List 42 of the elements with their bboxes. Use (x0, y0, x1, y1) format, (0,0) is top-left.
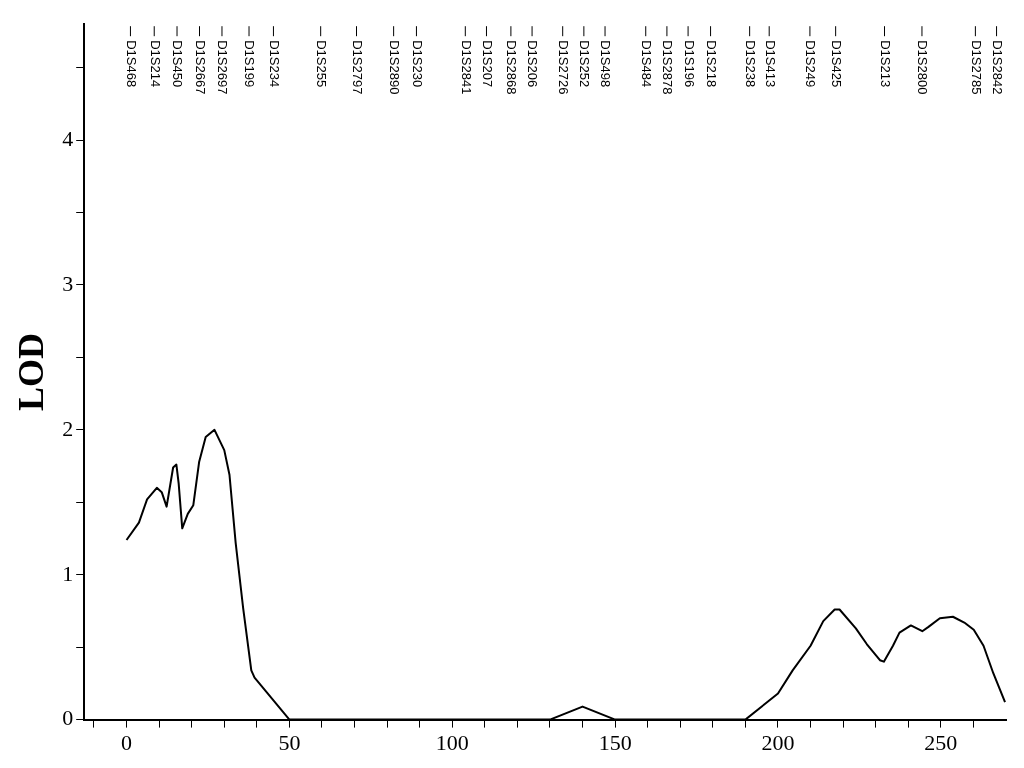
ref-line-label: D1S255 (314, 40, 330, 88)
y-tick-label: 2 (62, 415, 74, 441)
ref-line-label: D1S213 (877, 40, 893, 88)
ref-line-label: D1S2890 (387, 40, 403, 95)
y-tick-label: 3 (62, 270, 74, 296)
ref-line-label: D1S2800 (915, 40, 931, 95)
y-tick-label: 1 (62, 560, 74, 586)
x-tick-label: 200 (761, 729, 795, 755)
ref-line-label: D1S2726 (556, 40, 572, 95)
ref-line-label: D1S252 (577, 40, 593, 88)
x-tick-label: 250 (924, 729, 958, 755)
ref-line-label: D1S249 (803, 40, 819, 88)
ref-line-label: D1S199 (242, 40, 258, 88)
ref-line-label: D1S498 (598, 40, 614, 88)
ref-line-label: D1S207 (479, 40, 495, 88)
ref-line-label: D1S413 (762, 40, 778, 88)
ref-line-label: D1S2697 (215, 40, 231, 95)
ref-line-label: D1S2842 (989, 40, 1005, 95)
y-tick-label: 0 (62, 705, 74, 731)
x-tick-label: 50 (278, 729, 301, 755)
ref-line-label: D1S484 (639, 40, 655, 88)
ref-line-label: D1S2785 (968, 40, 984, 95)
ref-line-label: D1S2841 (458, 40, 474, 95)
ref-line-label: D1S2878 (660, 40, 676, 95)
ref-line-label: D1S218 (703, 40, 719, 88)
ref-line-label: D1S2868 (504, 40, 520, 95)
x-tick-label: 0 (121, 729, 133, 755)
y-tick-label: 4 (62, 125, 74, 151)
ref-line-label: D1S230 (409, 40, 425, 88)
x-tick-label: 150 (598, 729, 632, 755)
ref-line-label: D1S468 (123, 40, 139, 88)
ref-line-label: D1S238 (743, 40, 759, 88)
ref-line-label: D1S425 (829, 40, 845, 88)
ref-line-label: D1S2667 (192, 40, 208, 95)
ref-line-label: D1S196 (681, 40, 697, 88)
ref-line-label: D1S206 (525, 40, 541, 88)
y-axis-title: LOD (10, 332, 51, 411)
ref-line-label: D1S214 (147, 40, 163, 88)
ref-line-label: D1S2797 (349, 40, 365, 95)
ref-line-label: D1S450 (170, 40, 186, 88)
ref-line-label: D1S234 (266, 40, 282, 88)
x-tick-label: 100 (435, 729, 469, 755)
